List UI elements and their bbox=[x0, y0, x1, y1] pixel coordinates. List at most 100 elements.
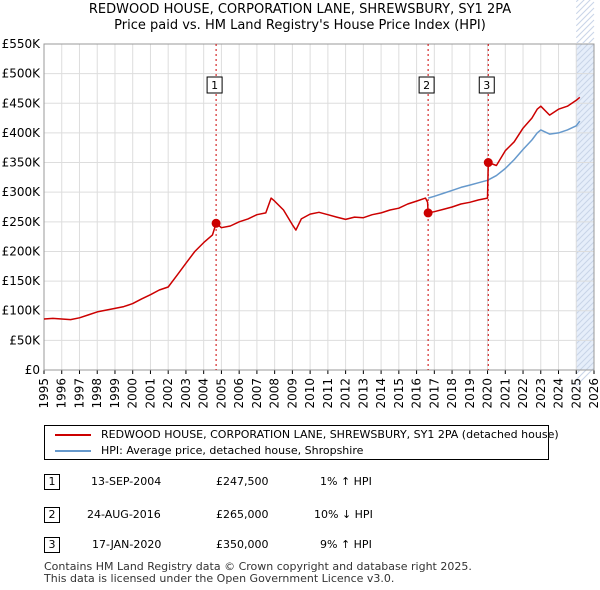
x-tick-label: 2021 bbox=[498, 378, 512, 409]
future-band-hatch bbox=[575, 67, 595, 87]
sale-marker-box bbox=[478, 76, 495, 94]
y-tick-label: £350K bbox=[2, 156, 42, 170]
x-tick-label: 1995 bbox=[37, 378, 51, 409]
future-band-hatch bbox=[575, 121, 595, 141]
future-band-hatch bbox=[575, 1, 595, 21]
x-tick-label: 2023 bbox=[534, 378, 548, 409]
future-band-hatch bbox=[575, 43, 595, 63]
future-band-hatch bbox=[575, 283, 595, 303]
x-tick-label: 2017 bbox=[427, 378, 441, 409]
future-band-hatch bbox=[575, 205, 595, 225]
transaction-number: 3 bbox=[44, 537, 60, 553]
future-band-hatch bbox=[575, 133, 595, 153]
x-tick-label: 2003 bbox=[179, 378, 193, 409]
x-tick-label: 2006 bbox=[232, 378, 246, 409]
future-band-hatch bbox=[575, 85, 595, 105]
future-band-hatch bbox=[575, 97, 595, 117]
future-band-hatch bbox=[575, 217, 595, 237]
transaction-price: £247,500 bbox=[216, 475, 269, 488]
sale-marker-box bbox=[418, 76, 435, 94]
future-band-hatch bbox=[575, 223, 595, 243]
x-tick-label: 2004 bbox=[197, 378, 211, 409]
future-band-hatch bbox=[575, 103, 595, 123]
transaction-date: 17-JAN-2020 bbox=[92, 538, 162, 551]
x-tick-label: 2012 bbox=[339, 378, 353, 409]
x-tick-label: 2014 bbox=[374, 378, 388, 409]
legend-property-label: REDWOOD HOUSE, CORPORATION LANE, SHREWSB… bbox=[101, 428, 559, 441]
future-band-hatch bbox=[575, 349, 595, 369]
x-tick-label: 2018 bbox=[445, 378, 459, 409]
x-tick-label: 1996 bbox=[55, 378, 69, 409]
x-tick-label: 2005 bbox=[214, 378, 228, 409]
x-tick-label: 2001 bbox=[143, 378, 157, 409]
plot-frame bbox=[43, 43, 595, 371]
legend: REDWOOD HOUSE, CORPORATION LANE, SHREWSB… bbox=[44, 425, 559, 460]
future-band-hatch bbox=[575, 31, 595, 51]
future-band-hatch bbox=[575, 0, 585, 9]
transaction-number: 2 bbox=[44, 507, 60, 523]
future-band-hatch bbox=[575, 19, 595, 39]
transaction-number: 1 bbox=[44, 474, 60, 490]
future-band-hatch bbox=[575, 235, 595, 255]
future-band-hatch bbox=[575, 361, 595, 381]
future-band-hatch bbox=[575, 241, 595, 261]
x-tick-label: 1997 bbox=[72, 378, 86, 409]
footer-licence: This data is licensed under the Open Gov… bbox=[44, 572, 395, 585]
future-band-hatch bbox=[575, 91, 595, 111]
future-band-hatch bbox=[575, 289, 595, 309]
chart-title-line1: REDWOOD HOUSE, CORPORATION LANE, SHREWSB… bbox=[88, 2, 512, 17]
transaction-price: £265,000 bbox=[216, 508, 269, 521]
future-band-hatch bbox=[575, 25, 595, 45]
future-band-hatch bbox=[575, 151, 595, 171]
x-tick-label: 2011 bbox=[321, 378, 335, 409]
x-tick-label: 2010 bbox=[303, 378, 317, 409]
x-tick-label: 2022 bbox=[516, 378, 530, 409]
future-band-hatch bbox=[575, 199, 595, 219]
future-band-hatch bbox=[575, 331, 595, 351]
y-tick-label: £500K bbox=[2, 67, 42, 81]
future-band-hatch bbox=[575, 79, 595, 99]
transaction-hpi-change: 1% ↑ HPI bbox=[320, 475, 372, 488]
future-band-hatch bbox=[575, 13, 595, 33]
x-tick-label: 2013 bbox=[356, 378, 370, 409]
x-tick-label: 2008 bbox=[268, 378, 282, 409]
future-band-hatch bbox=[575, 175, 595, 195]
future-band-hatch bbox=[575, 229, 595, 249]
future-band-hatch bbox=[575, 37, 595, 57]
legend-property-swatch bbox=[55, 434, 91, 436]
legend-hpi-swatch bbox=[55, 450, 91, 452]
future-band-hatch bbox=[575, 145, 595, 165]
x-tick-label: 2019 bbox=[463, 378, 477, 409]
price-chart: £0 £50K £100K £150K £200K £250K £300K £350K £400… bbox=[2, 0, 600, 409]
hpi-line bbox=[427, 120, 581, 199]
future-band-hatch bbox=[575, 181, 595, 201]
x-tick-label: 1999 bbox=[108, 378, 122, 409]
y-tick-label: £550K bbox=[2, 37, 42, 51]
sale-marker-box bbox=[206, 76, 223, 94]
transaction-hpi-change: 9% ↑ HPI bbox=[320, 538, 372, 551]
transaction-date: 13-SEP-2004 bbox=[91, 475, 162, 488]
future-band-hatch bbox=[575, 313, 595, 333]
future-band-hatch bbox=[575, 7, 595, 27]
future-band-hatch bbox=[575, 157, 595, 177]
future-band-hatch bbox=[575, 259, 595, 279]
sale-point bbox=[483, 158, 493, 168]
y-tick-label: £300K bbox=[2, 185, 42, 199]
future-band-hatch bbox=[575, 343, 595, 363]
y-tick-label: £0 bbox=[25, 363, 40, 377]
x-tick-label: 2025 bbox=[569, 378, 583, 409]
future-band-hatch bbox=[575, 193, 595, 213]
future-band bbox=[576, 44, 594, 370]
future-band-hatch bbox=[575, 0, 591, 15]
future-band-hatch bbox=[575, 337, 595, 357]
future-band-hatch bbox=[575, 73, 595, 93]
y-tick-label: £250K bbox=[2, 215, 42, 229]
transaction-date: 24-AUG-2016 bbox=[87, 508, 161, 521]
sale-marker-label: 3 bbox=[483, 79, 490, 92]
x-tick-label: 1998 bbox=[90, 378, 104, 409]
chart-title-line2: Price paid vs. HM Land Registry's House … bbox=[114, 18, 486, 33]
future-band-hatch bbox=[575, 0, 579, 3]
y-tick-label: £100K bbox=[2, 304, 42, 318]
future-band-hatch bbox=[575, 49, 595, 69]
x-tick-label: 2000 bbox=[126, 378, 140, 409]
